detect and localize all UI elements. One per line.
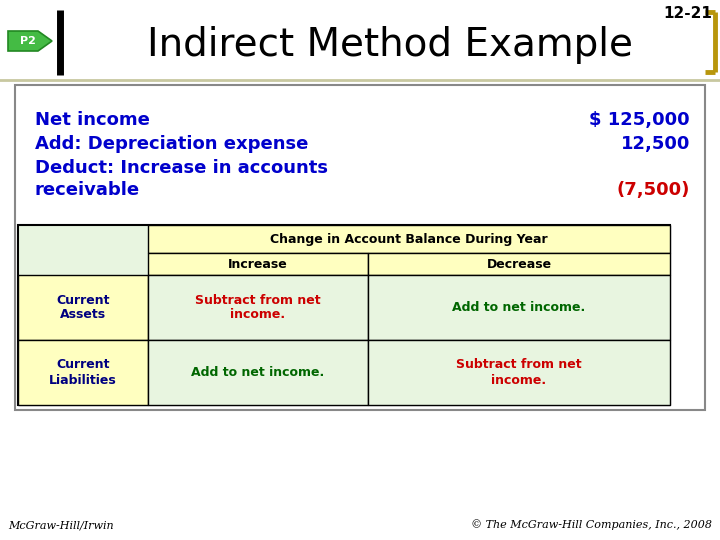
Text: Change in Account Balance During Year: Change in Account Balance During Year	[270, 233, 548, 246]
Text: © The McGraw-Hill Companies, Inc., 2008: © The McGraw-Hill Companies, Inc., 2008	[471, 519, 712, 530]
FancyBboxPatch shape	[148, 253, 368, 275]
FancyBboxPatch shape	[148, 275, 368, 340]
FancyBboxPatch shape	[18, 275, 148, 340]
Text: Current
Assets: Current Assets	[56, 294, 109, 321]
Text: (7,500): (7,500)	[616, 181, 690, 199]
FancyBboxPatch shape	[148, 340, 368, 405]
Text: Indirect Method Example: Indirect Method Example	[147, 26, 633, 64]
FancyBboxPatch shape	[18, 225, 670, 405]
FancyBboxPatch shape	[15, 85, 705, 410]
Text: Subtract from net
income.: Subtract from net income.	[195, 294, 321, 321]
FancyBboxPatch shape	[368, 275, 670, 340]
Text: Add: Depreciation expense: Add: Depreciation expense	[35, 135, 308, 153]
Text: Subtract from net
income.: Subtract from net income.	[456, 359, 582, 387]
Polygon shape	[8, 31, 52, 51]
Text: Net income: Net income	[35, 111, 150, 129]
FancyBboxPatch shape	[148, 225, 670, 253]
Text: Decrease: Decrease	[487, 258, 552, 271]
Text: P2: P2	[20, 36, 36, 46]
Text: McGraw-Hill/Irwin: McGraw-Hill/Irwin	[8, 520, 114, 530]
Text: receivable: receivable	[35, 181, 140, 199]
Text: 12-21: 12-21	[663, 6, 712, 21]
Text: Deduct: Increase in accounts: Deduct: Increase in accounts	[35, 159, 328, 177]
Text: $ 125,000: $ 125,000	[590, 111, 690, 129]
Text: Increase: Increase	[228, 258, 288, 271]
Text: 12,500: 12,500	[621, 135, 690, 153]
Text: Add to net income.: Add to net income.	[452, 301, 585, 314]
FancyBboxPatch shape	[368, 253, 670, 275]
FancyBboxPatch shape	[368, 340, 670, 405]
Text: Current
Liabilities: Current Liabilities	[49, 359, 117, 387]
Text: Add to net income.: Add to net income.	[192, 366, 325, 379]
FancyBboxPatch shape	[18, 340, 148, 405]
